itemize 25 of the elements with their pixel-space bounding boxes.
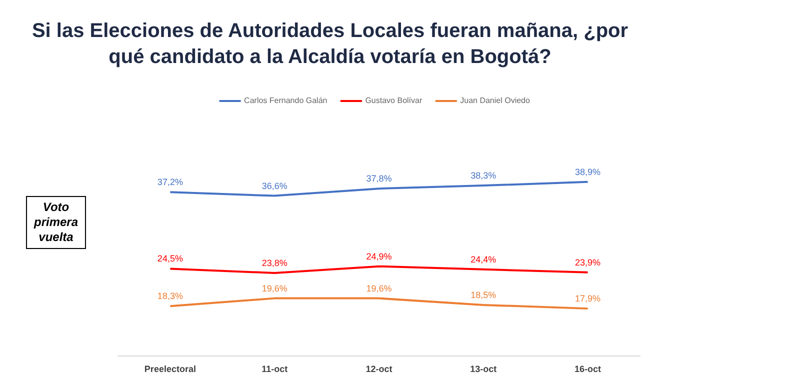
data-label: 17,9% [575,294,601,304]
x-tick-label: Preelectoral [144,364,196,374]
data-label: 36,6% [262,180,288,191]
data-label: 23,9% [575,257,601,268]
data-label: 24,9% [366,251,392,262]
data-label: 18,5% [470,290,496,300]
data-label: 19,6% [262,283,288,294]
text: Voto primera vuelta [26,196,86,249]
data-label: 24,4% [470,254,496,264]
data-label: 37,8% [366,174,392,184]
x-tick-label: 11-oct [262,364,288,374]
x-tick-label: 13-oct [470,364,497,374]
data-label: 19,6% [366,283,392,294]
data-label: 37,2% [157,177,183,188]
legend-label: Juan Daniel Oviedo [460,96,530,106]
data-label: 18,3% [157,291,183,302]
x-tick-label: 16-oct [574,364,602,374]
legend-label: Gustavo Bolívar [365,96,422,106]
legend-label: Carlos Fernando Galán [244,96,328,106]
chart-title: Si las Elecciones de Autoridades Locales fueran mañana, ¿por qué candidato a la Alcaldía votaría en Bogotá? [30,19,630,70]
data-label: 38,3% [470,170,496,181]
x-tick-label: 12-oct [366,364,392,374]
data-label: 38,9% [575,166,601,177]
data-label: 24,5% [157,254,183,264]
data-label: 23,8% [262,258,288,268]
